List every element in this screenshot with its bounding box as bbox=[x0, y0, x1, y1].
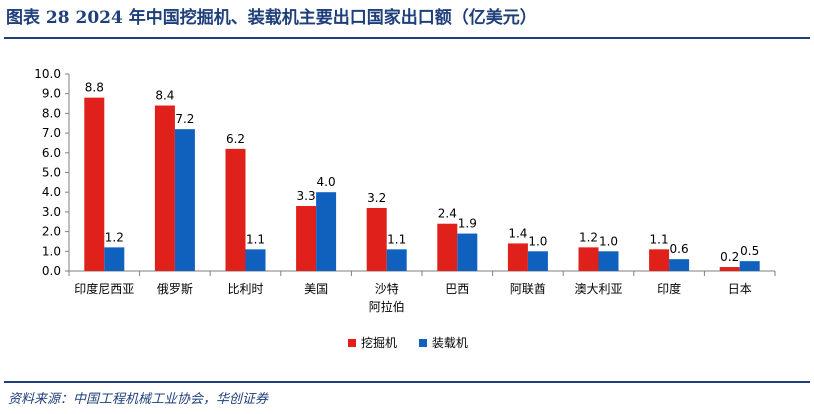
x-tick-label: 印度 bbox=[657, 281, 681, 296]
data-label-loader: 1.0 bbox=[528, 234, 547, 248]
bar-excavator bbox=[437, 223, 458, 271]
data-label-loader: 0.5 bbox=[740, 244, 759, 258]
data-label-excavator: 0.2 bbox=[720, 250, 739, 264]
data-label-loader: 1.2 bbox=[105, 230, 124, 244]
data-label-excavator: 1.2 bbox=[579, 230, 598, 244]
bar-loader bbox=[669, 259, 690, 271]
x-tick-label: 澳大利亚 bbox=[574, 282, 622, 296]
header-rule bbox=[4, 37, 810, 39]
bar-loader bbox=[386, 249, 407, 271]
x-tick-label: 日本 bbox=[728, 282, 752, 296]
legend-swatch-excavator bbox=[348, 338, 356, 347]
data-label-excavator: 8.4 bbox=[155, 89, 174, 103]
bar-excavator bbox=[578, 247, 599, 271]
bar-loader bbox=[245, 249, 266, 271]
bar-loader bbox=[104, 247, 125, 271]
x-tick-label: 沙特 bbox=[375, 281, 399, 296]
x-tick-label: 阿拉伯 bbox=[369, 299, 405, 314]
data-label-excavator: 8.8 bbox=[85, 81, 104, 95]
data-label-loader: 1.0 bbox=[599, 234, 618, 248]
legend-item-excavator: 挖掘机 bbox=[348, 334, 397, 351]
bar-loader bbox=[598, 251, 619, 271]
data-label-excavator: 1.1 bbox=[650, 232, 669, 246]
data-label-excavator: 6.2 bbox=[226, 132, 245, 146]
data-label-loader: 4.0 bbox=[317, 175, 336, 189]
bar-excavator bbox=[719, 267, 740, 271]
data-label-loader: 1.1 bbox=[387, 232, 406, 246]
data-label-loader: 1.1 bbox=[246, 232, 265, 246]
bar-excavator bbox=[649, 249, 670, 271]
y-tick-label: 4.0 bbox=[42, 185, 61, 199]
bar-excavator bbox=[154, 105, 175, 272]
bar-excavator bbox=[366, 207, 387, 271]
source-note: 资料来源：中国工程机械工业协会，华创证券 bbox=[8, 392, 269, 407]
y-tick-label: 8.0 bbox=[42, 106, 61, 120]
x-tick-label: 比利时 bbox=[227, 282, 263, 296]
bar-chart: 0.0 1.0 2.0 3.0 4.0 5.0 6.0 7.0 8.0 9.0 10.0 8.8 1.2… bbox=[34, 67, 776, 314]
x-tick-label: 美国 bbox=[304, 282, 328, 296]
y-tick-label: 2.0 bbox=[42, 225, 61, 239]
x-tick-label: 印度尼西亚 bbox=[74, 281, 134, 296]
y-tick-label: 1.0 bbox=[42, 244, 61, 258]
legend-label-excavator: 挖掘机 bbox=[361, 336, 398, 350]
data-label-loader: 7.2 bbox=[175, 112, 194, 126]
bar-loader bbox=[527, 251, 548, 271]
legend-swatch-loader bbox=[418, 338, 427, 347]
y-tick-label: 10.0 bbox=[34, 67, 61, 81]
y-tick-label: 3.0 bbox=[42, 205, 61, 219]
data-label-excavator: 3.2 bbox=[367, 191, 386, 205]
bar-excavator bbox=[84, 97, 105, 271]
legend-label-loader: 装载机 bbox=[431, 336, 468, 350]
legend: 挖掘机 装载机 bbox=[348, 334, 486, 351]
x-tick-label: 俄罗斯 bbox=[157, 282, 193, 296]
data-label-loader: 0.6 bbox=[670, 242, 689, 256]
x-tick-label: 巴西 bbox=[445, 282, 469, 296]
bar-excavator bbox=[296, 205, 317, 271]
y-tick-label: 5.0 bbox=[42, 166, 61, 180]
y-tick-label: 7.0 bbox=[42, 126, 61, 140]
bar-excavator bbox=[225, 148, 246, 271]
bar-loader bbox=[739, 261, 760, 271]
bar-loader bbox=[316, 192, 337, 271]
legend-item-loader: 装载机 bbox=[418, 334, 468, 351]
y-tick-label: 6.0 bbox=[42, 146, 61, 160]
data-label-excavator: 1.4 bbox=[508, 226, 527, 240]
data-label-excavator: 2.4 bbox=[438, 207, 457, 221]
y-tick-label: 0.0 bbox=[42, 264, 61, 278]
y-tick-label: 9.0 bbox=[42, 87, 61, 101]
chart-title: 图表 28 2024 年中国挖掘机、装载机主要出口国家出口额（亿美元） bbox=[6, 8, 537, 28]
bar-loader bbox=[174, 129, 195, 271]
bar-loader bbox=[457, 233, 478, 271]
data-label-excavator: 3.3 bbox=[297, 189, 316, 203]
data-label-loader: 1.9 bbox=[458, 217, 477, 231]
bar-excavator bbox=[507, 243, 528, 271]
x-tick-label: 阿联酋 bbox=[510, 281, 546, 296]
footer-rule bbox=[4, 381, 810, 383]
